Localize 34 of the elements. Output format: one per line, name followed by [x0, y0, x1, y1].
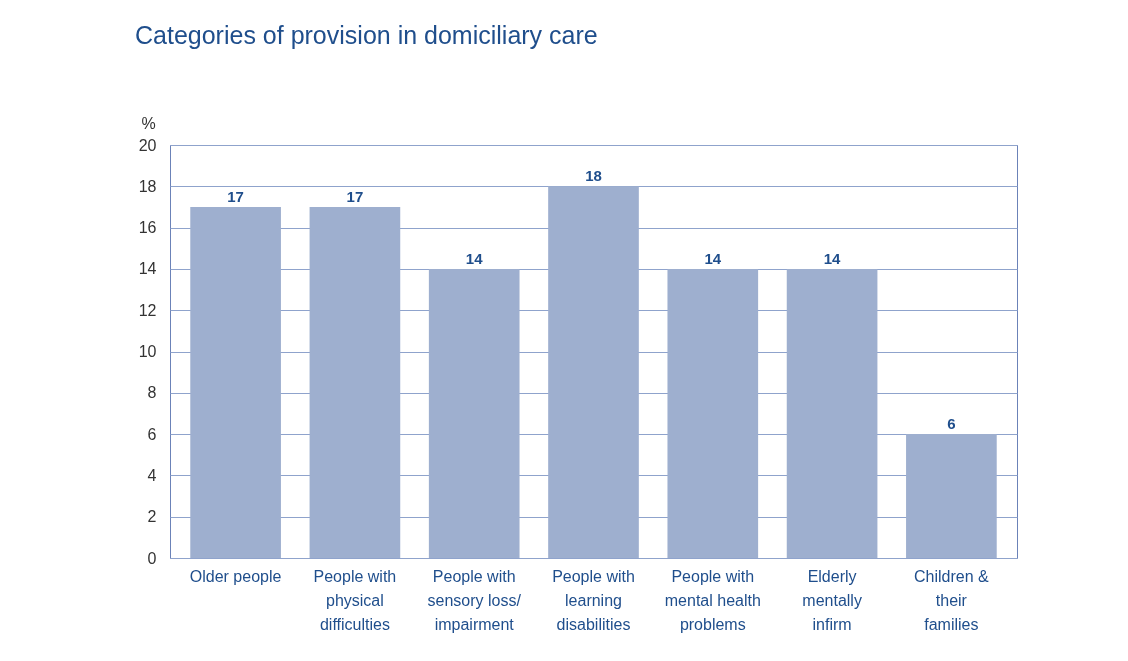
y-tick-label: 14 [138, 260, 157, 278]
bar [428, 268, 520, 558]
y-axis-title: % [141, 114, 156, 132]
y-tick-label: 8 [147, 384, 157, 402]
y-tick-label: 2 [147, 508, 157, 526]
data-label: 6 [947, 415, 956, 433]
bar [190, 206, 281, 558]
data-label: 17 [346, 187, 364, 205]
x-tick-label: People with mental health problems [664, 567, 761, 633]
bar [786, 268, 878, 558]
data-label: 14 [465, 249, 484, 267]
y-tick-label: 6 [147, 425, 157, 443]
x-tick-label: People with learning disabilities [552, 567, 635, 633]
y-tick-label: 20 [138, 136, 157, 154]
bar [667, 268, 759, 558]
x-tick-label: People with physical difficulties [313, 567, 397, 633]
data-label: 14 [704, 249, 722, 267]
bar [906, 434, 997, 558]
y-tick-label: 0 [147, 549, 157, 567]
x-tick-label: Children & their families [914, 567, 990, 633]
y-tick-label: 10 [138, 343, 157, 360]
x-tick-label: People with sensory loss/ impairment [427, 567, 522, 633]
data-label: 18 [585, 167, 602, 185]
x-tick-label: Older people [189, 567, 282, 585]
y-tick-label: 12 [138, 301, 157, 319]
y-tick-label: 16 [138, 219, 157, 237]
bar [548, 186, 639, 558]
y-tick-label: 18 [138, 177, 157, 195]
chart-title: Categories of provision in domiciliary care [135, 21, 598, 49]
x-tick-label: Elderly mentally infirm [802, 567, 862, 633]
data-label: 14 [823, 249, 842, 267]
y-tick-label: 4 [147, 466, 157, 484]
data-label: 17 [227, 187, 244, 205]
bar [309, 206, 401, 558]
